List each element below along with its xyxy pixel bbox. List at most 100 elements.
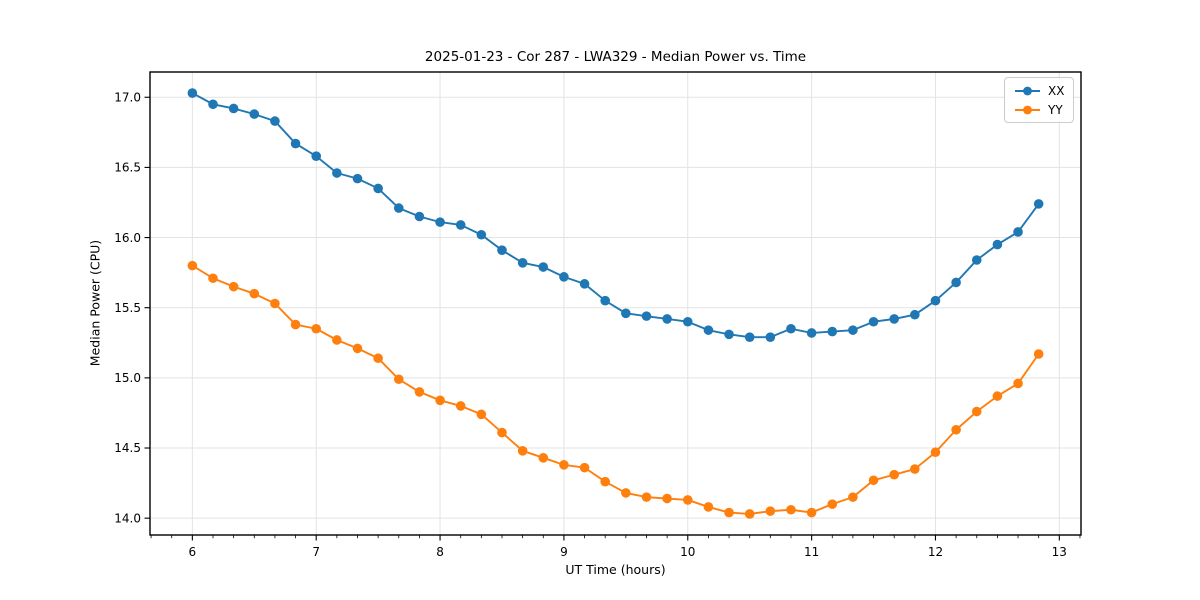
grid bbox=[150, 72, 1081, 535]
series-XX bbox=[187, 88, 1044, 342]
data-point bbox=[352, 343, 363, 354]
data-point bbox=[352, 173, 363, 184]
data-point bbox=[1033, 349, 1044, 359]
data-point bbox=[682, 316, 693, 327]
plot-frame bbox=[149, 71, 1082, 536]
data-point bbox=[786, 504, 796, 515]
x-tick-label: 6 bbox=[189, 545, 197, 559]
x-axis-label: UT Time (hours) bbox=[565, 562, 666, 577]
data-point bbox=[827, 326, 838, 337]
data-point bbox=[249, 288, 260, 299]
y-tick-label: 16.5 bbox=[114, 161, 141, 175]
data-point bbox=[806, 507, 817, 518]
legend-label-xx: XX bbox=[1048, 83, 1065, 98]
y-tick-label: 14.0 bbox=[114, 511, 141, 525]
data-point bbox=[641, 492, 652, 502]
data-point bbox=[951, 424, 961, 435]
chart-title: 2025-01-23 - Cor 287 - LWA329 - Median P… bbox=[424, 49, 807, 65]
data-point bbox=[930, 295, 941, 306]
legend-label-yy: YY bbox=[1048, 102, 1063, 117]
data-point bbox=[621, 488, 631, 498]
data-point bbox=[765, 506, 776, 516]
data-point bbox=[806, 328, 817, 338]
data-point bbox=[290, 138, 301, 149]
data-point bbox=[228, 281, 239, 292]
data-point bbox=[971, 406, 982, 417]
data-point bbox=[517, 446, 528, 456]
data-point bbox=[992, 391, 1003, 401]
x-tick-label: 7 bbox=[312, 545, 320, 559]
data-point bbox=[744, 332, 755, 342]
data-point bbox=[311, 323, 322, 334]
data-point bbox=[724, 329, 734, 340]
data-point bbox=[889, 469, 899, 480]
data-point bbox=[187, 88, 198, 98]
x-tick-label: 8 bbox=[436, 545, 444, 559]
x-tick-label: 13 bbox=[1052, 545, 1067, 559]
data-point bbox=[414, 387, 425, 397]
data-point bbox=[579, 279, 590, 289]
data-point bbox=[641, 311, 652, 321]
data-point bbox=[600, 295, 610, 306]
data-point bbox=[497, 245, 507, 255]
data-point bbox=[249, 109, 260, 119]
data-point bbox=[600, 476, 610, 487]
x-tick-label: 11 bbox=[804, 545, 819, 559]
data-point bbox=[579, 462, 590, 473]
data-point bbox=[848, 325, 858, 335]
series-YY bbox=[187, 260, 1044, 519]
data-point bbox=[744, 509, 755, 519]
data-point bbox=[517, 258, 528, 268]
data-point bbox=[724, 507, 734, 518]
data-point bbox=[559, 272, 569, 282]
legend-line-marker-icon bbox=[1015, 105, 1040, 114]
data-point bbox=[703, 502, 714, 512]
data-point bbox=[455, 220, 466, 230]
data-point bbox=[455, 401, 466, 411]
data-point bbox=[971, 255, 982, 265]
y-tick-label: 16.0 bbox=[114, 231, 141, 245]
data-point bbox=[559, 460, 569, 470]
data-point bbox=[332, 168, 342, 178]
data-point bbox=[765, 332, 776, 342]
series-line bbox=[191, 92, 1040, 339]
y-tick-label: 15.5 bbox=[114, 301, 141, 315]
data-point bbox=[868, 316, 879, 327]
data-point bbox=[930, 447, 941, 458]
data-point bbox=[270, 116, 280, 126]
data-point bbox=[373, 183, 383, 194]
tick-labels: 6 7 8 9 10 11 12 13 14.0 14.5 15.0 15.5 16.0 16.5 17.0 bbox=[114, 90, 1067, 559]
legend-item-xx: XX bbox=[1014, 81, 1073, 100]
legend: XX YY bbox=[1004, 77, 1074, 123]
x-tick-label: 9 bbox=[560, 545, 568, 559]
data-point bbox=[538, 262, 549, 272]
legend-line-marker-icon bbox=[1015, 86, 1040, 95]
data-point bbox=[889, 314, 899, 324]
data-point bbox=[290, 319, 301, 330]
x-tick-label: 10 bbox=[680, 545, 695, 559]
data-point bbox=[621, 308, 631, 319]
data-point bbox=[373, 353, 383, 364]
data-point bbox=[786, 323, 796, 334]
y-tick-label: 14.5 bbox=[114, 441, 141, 455]
data-point bbox=[393, 203, 404, 213]
data-point bbox=[1013, 227, 1023, 237]
data-point bbox=[393, 374, 404, 385]
data-point bbox=[187, 260, 198, 271]
data-point bbox=[414, 211, 425, 222]
x-tick-label: 12 bbox=[928, 545, 943, 559]
data-point bbox=[992, 239, 1003, 250]
data-point bbox=[311, 151, 322, 161]
data-point bbox=[270, 298, 280, 309]
data-point bbox=[228, 103, 239, 114]
data-point bbox=[476, 229, 487, 240]
data-point bbox=[208, 99, 218, 110]
y-tick-label: 17.0 bbox=[114, 90, 141, 104]
data-point bbox=[682, 495, 693, 505]
series-line bbox=[191, 264, 1040, 515]
data-point bbox=[476, 409, 487, 420]
axes-ticks bbox=[144, 96, 1081, 541]
data-point bbox=[868, 475, 879, 486]
